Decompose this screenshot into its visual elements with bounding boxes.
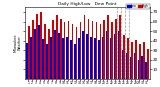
Bar — [137, 60, 139, 79]
Bar — [52, 20, 54, 79]
Bar — [98, 40, 100, 79]
Bar — [114, 34, 115, 79]
Bar — [96, 21, 97, 79]
Bar — [60, 19, 62, 79]
Bar — [78, 38, 80, 79]
Bar — [90, 37, 92, 79]
Bar — [131, 42, 133, 79]
Bar — [110, 38, 111, 79]
Bar — [122, 50, 123, 79]
Bar — [88, 19, 89, 79]
Title: Daily High/Low   Dew Point: Daily High/Low Dew Point — [58, 2, 117, 6]
Bar — [80, 21, 81, 79]
Bar — [92, 21, 93, 79]
Bar — [48, 29, 50, 79]
Bar — [139, 44, 141, 79]
Bar — [100, 24, 101, 79]
Bar — [134, 53, 135, 79]
Bar — [34, 29, 36, 79]
Bar — [74, 44, 76, 79]
Bar — [141, 56, 143, 79]
Bar — [123, 35, 125, 79]
Bar — [66, 37, 68, 79]
Y-axis label: Milwaukee
Weather: Milwaukee Weather — [13, 34, 22, 52]
Bar — [62, 38, 64, 79]
Bar — [126, 53, 127, 79]
Bar — [82, 31, 84, 79]
Bar — [145, 62, 147, 79]
Bar — [115, 19, 117, 79]
Bar — [58, 33, 60, 79]
Legend: Low, High: Low, High — [126, 4, 150, 9]
Bar — [26, 43, 28, 79]
Bar — [44, 24, 46, 79]
Bar — [143, 42, 145, 79]
Bar — [147, 49, 149, 79]
Bar — [38, 25, 40, 79]
Bar — [72, 24, 73, 79]
Bar — [30, 37, 32, 79]
Bar — [102, 37, 104, 79]
Bar — [108, 15, 109, 79]
Bar — [50, 37, 52, 79]
Bar — [104, 20, 105, 79]
Bar — [106, 31, 108, 79]
Bar — [76, 27, 77, 79]
Bar — [54, 30, 56, 79]
Bar — [56, 15, 58, 79]
Bar — [68, 21, 69, 79]
Bar — [135, 40, 137, 79]
Bar — [46, 44, 48, 79]
Bar — [86, 34, 88, 79]
Bar — [28, 26, 30, 79]
Bar — [119, 15, 121, 79]
Bar — [130, 57, 131, 79]
Bar — [111, 21, 113, 79]
Bar — [127, 38, 129, 79]
Bar — [84, 15, 85, 79]
Bar — [40, 12, 42, 79]
Bar — [32, 20, 34, 79]
Bar — [94, 38, 96, 79]
Bar — [70, 40, 72, 79]
Bar — [118, 31, 119, 79]
Bar — [36, 14, 38, 79]
Bar — [64, 21, 65, 79]
Bar — [42, 39, 44, 79]
